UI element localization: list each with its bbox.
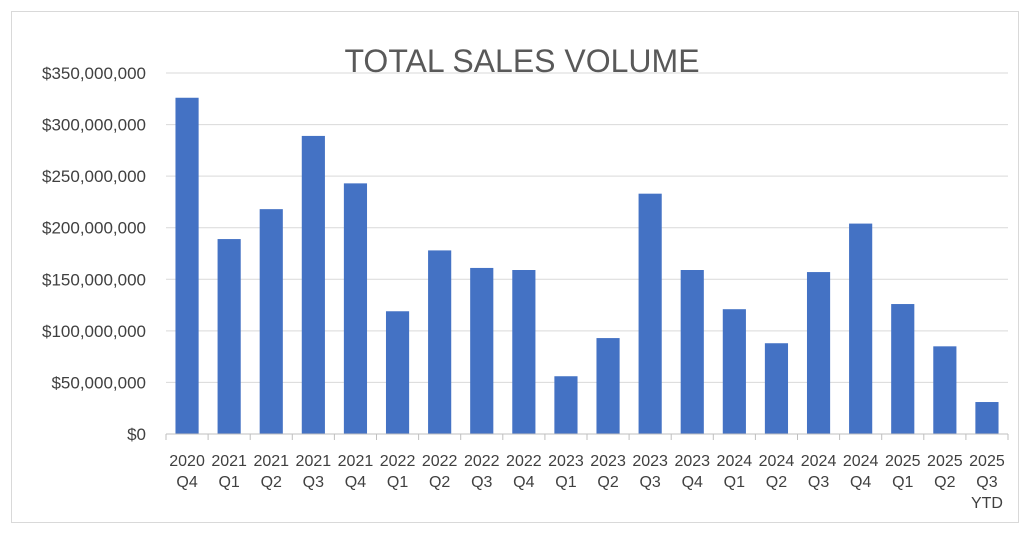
x-tick-label: 2022 (506, 453, 542, 470)
x-tick-label: Q1 (724, 474, 745, 491)
x-tick-label: YTD (971, 495, 1003, 512)
x-tick-label: 2022 (464, 453, 500, 470)
bar (806, 272, 831, 434)
x-tick-label: Q2 (429, 474, 450, 491)
x-tick-label: 2023 (548, 453, 584, 470)
x-tick-label: 2024 (843, 453, 879, 470)
bar (933, 346, 957, 434)
x-tick-label: 2023 (632, 453, 668, 470)
bar (217, 239, 241, 434)
y-tick-label: $150,000,000 (42, 270, 146, 289)
x-tick-label: 2021 (338, 453, 374, 470)
x-tick-label: 2020 (169, 453, 205, 470)
x-tick-label: Q4 (513, 474, 534, 491)
bar (385, 311, 410, 434)
x-tick-label: 2025 (969, 453, 1005, 470)
bar (975, 402, 999, 434)
bar (638, 193, 662, 434)
x-tick-label: 2024 (759, 453, 795, 470)
x-tick-label: 2021 (211, 453, 247, 470)
bar (470, 267, 494, 434)
x-tick-label: Q4 (682, 474, 703, 491)
x-tick-label: 2022 (380, 453, 416, 470)
x-tick-label: Q3 (808, 474, 829, 491)
y-tick-label: $100,000,000 (42, 322, 146, 341)
chart-frame (11, 11, 1019, 523)
bar (512, 270, 536, 434)
bar (596, 338, 620, 434)
x-tick-label: Q4 (176, 474, 197, 491)
bar (175, 97, 199, 435)
x-tick-label: Q1 (555, 474, 576, 491)
x-tick-label: 2023 (674, 453, 710, 470)
y-axis-ticks: $0 $50,000,000 $100,000,000 $150,000,000 $20… (42, 64, 146, 444)
bar (428, 250, 452, 434)
y-tick-label: $250,000,000 (42, 167, 146, 186)
bar (849, 223, 873, 434)
x-tick-label: Q3 (471, 474, 492, 491)
x-tick-label: 2021 (253, 453, 289, 470)
y-tick-label: $300,000,000 (42, 116, 146, 135)
y-tick-label: $350,000,000 (42, 64, 146, 83)
x-tick-label: Q3 (639, 474, 660, 491)
gridlines (166, 72, 1008, 383)
x-axis: 2020 Q4 2021 Q1 2021 Q2 2021 Q3 2021 Q4 2022 Q1 2022… (165, 433, 1009, 512)
chart-title: TOTAL SALES VOLUME (344, 43, 699, 79)
x-tick-label: 2025 (885, 453, 921, 470)
x-tick-label: Q1 (892, 474, 913, 491)
bar (301, 135, 325, 434)
bars (175, 97, 999, 435)
bar (259, 209, 283, 434)
x-tick-label: 2025 (927, 453, 963, 470)
x-tick-label: Q3 (303, 474, 324, 491)
y-tick-label: $0 (127, 425, 146, 444)
y-tick-label: $200,000,000 (42, 219, 146, 238)
x-tick-label: Q4 (850, 474, 871, 491)
bar (343, 183, 368, 434)
bar (722, 309, 746, 434)
x-tick-label: Q2 (934, 474, 955, 491)
x-tick-label: Q3 (976, 474, 997, 491)
bar (554, 376, 578, 434)
x-tick-label: 2023 (590, 453, 626, 470)
bar (680, 270, 704, 434)
bar (764, 343, 789, 434)
x-tick-label: 2024 (717, 453, 753, 470)
x-tick-label: Q2 (766, 474, 787, 491)
x-tick-label: Q1 (387, 474, 408, 491)
y-tick-label: $50,000,000 (51, 373, 146, 392)
x-tick-label: 2022 (422, 453, 458, 470)
x-tick-label: Q2 (597, 474, 618, 491)
x-tick-label: 2024 (801, 453, 837, 470)
x-tick-label: Q2 (261, 474, 282, 491)
x-tick-label: Q4 (345, 474, 366, 491)
x-tick-label: Q1 (218, 474, 239, 491)
x-tick-label: 2021 (296, 453, 332, 470)
bar (891, 304, 915, 434)
